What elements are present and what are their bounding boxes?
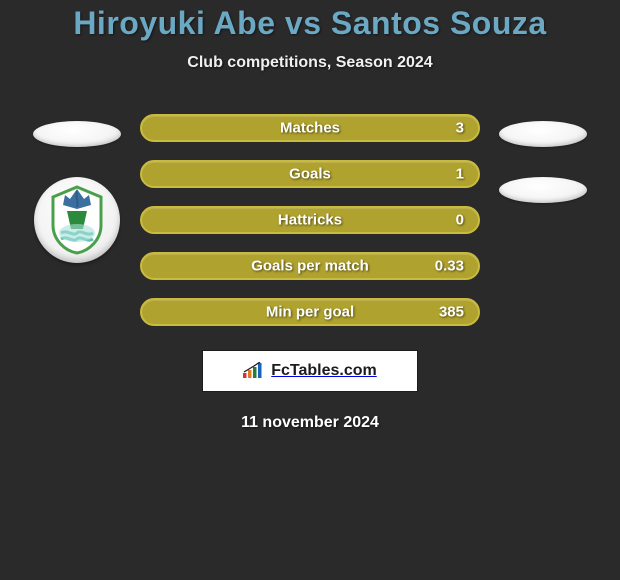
- brand-text: FcTables.com: [271, 362, 377, 380]
- right-ellipse-top: [499, 121, 587, 147]
- right-column: [498, 114, 588, 203]
- bar-chart-icon: [243, 362, 265, 380]
- footer-date: 11 november 2024: [0, 414, 620, 432]
- stat-row-matches: Matches 3: [140, 114, 480, 142]
- left-ellipse-top: [33, 121, 121, 147]
- stat-label: Min per goal: [266, 304, 354, 321]
- stat-bars: Matches 3 Goals 1 Hattricks 0 Goals per …: [140, 114, 480, 326]
- right-ellipse-bottom: [499, 177, 587, 203]
- page-subtitle: Club competitions, Season 2024: [0, 54, 620, 72]
- crest-icon: [47, 185, 107, 255]
- brand-link[interactable]: FcTables.com: [202, 350, 418, 392]
- stat-value: 1: [456, 166, 464, 183]
- stat-row-gpm: Goals per match 0.33: [140, 252, 480, 280]
- stat-row-goals: Goals 1: [140, 160, 480, 188]
- stat-value: 385: [439, 304, 464, 321]
- stat-label: Goals: [289, 166, 331, 183]
- stat-row-mpg: Min per goal 385: [140, 298, 480, 326]
- stat-value: 0.33: [435, 258, 464, 275]
- team-crest-left: [34, 177, 120, 263]
- comparison-card: Hiroyuki Abe vs Santos Souza Club compet…: [0, 0, 620, 580]
- stat-label: Goals per match: [251, 258, 369, 275]
- left-column: [32, 114, 122, 263]
- stat-value: 3: [456, 120, 464, 137]
- stat-value: 0: [456, 212, 464, 229]
- stat-label: Matches: [280, 120, 340, 137]
- page-title: Hiroyuki Abe vs Santos Souza: [0, 5, 620, 42]
- stat-label: Hattricks: [278, 212, 342, 229]
- stat-row-hattricks: Hattricks 0: [140, 206, 480, 234]
- stats-area: Matches 3 Goals 1 Hattricks 0 Goals per …: [0, 114, 620, 326]
